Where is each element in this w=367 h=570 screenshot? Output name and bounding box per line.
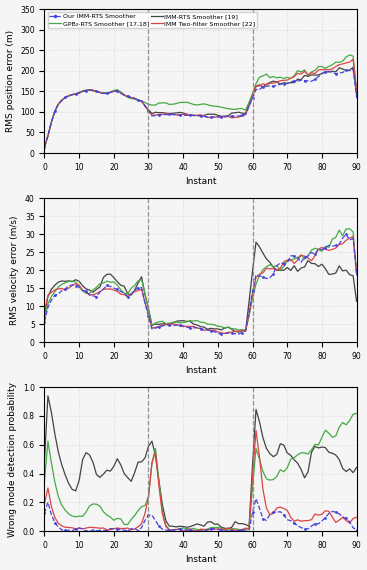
X-axis label: Instant: Instant (185, 555, 216, 564)
Y-axis label: Wrong mode detection probability: Wrong mode detection probability (8, 382, 17, 537)
Legend: Our IMM-RTS Smoother, GPB₂-RTS Smoother [17,18], IMM-RTS Smoother [19], IMM Two-: Our IMM-RTS Smoother, GPB₂-RTS Smoother … (48, 12, 258, 28)
Y-axis label: RMS velocity error (m/s): RMS velocity error (m/s) (10, 215, 19, 325)
Y-axis label: RMS position error (m): RMS position error (m) (6, 30, 15, 132)
X-axis label: Instant: Instant (185, 177, 216, 186)
X-axis label: Instant: Instant (185, 367, 216, 376)
